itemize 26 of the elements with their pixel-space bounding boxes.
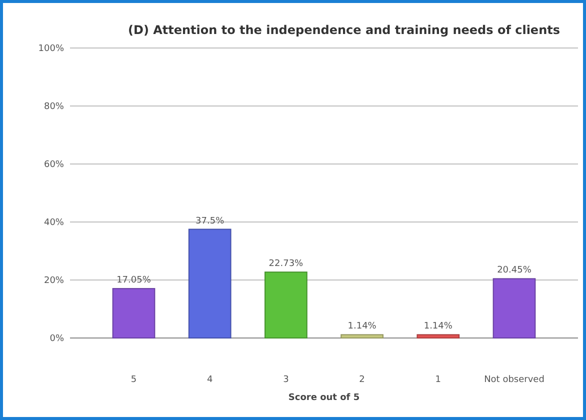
bar (112, 288, 156, 338)
chart-title: (D) Attention to the independence and training needs of clients (128, 23, 560, 37)
y-tick-label: 20% (44, 276, 64, 286)
y-tick-label: 60% (44, 160, 64, 170)
bar (188, 228, 232, 338)
bar (492, 278, 536, 338)
y-tick-label: 100% (38, 44, 64, 54)
bar (264, 272, 308, 338)
data-label: 17.05% (116, 276, 152, 286)
x-axis-title: Score out of 5 (288, 393, 360, 403)
y-tick-label: 40% (44, 218, 64, 228)
x-tick-label: 5 (130, 375, 137, 385)
data-label: 1.14% (348, 322, 377, 332)
data-label: 1.14% (424, 322, 453, 332)
y-tick-label: 0% (50, 334, 64, 344)
data-label: 22.73% (268, 259, 304, 270)
data-label: 37.5% (196, 216, 225, 226)
bar (340, 334, 384, 338)
x-tick-label: Not observed (484, 375, 544, 385)
x-tick-label: 2 (359, 375, 365, 385)
x-tick-label: 3 (283, 375, 289, 385)
data-label: 20.45% (497, 266, 532, 276)
x-tick-label: 1 (435, 375, 442, 385)
bar (416, 334, 460, 338)
x-tick-label: 4 (206, 375, 213, 385)
y-tick-label: 80% (44, 102, 64, 112)
